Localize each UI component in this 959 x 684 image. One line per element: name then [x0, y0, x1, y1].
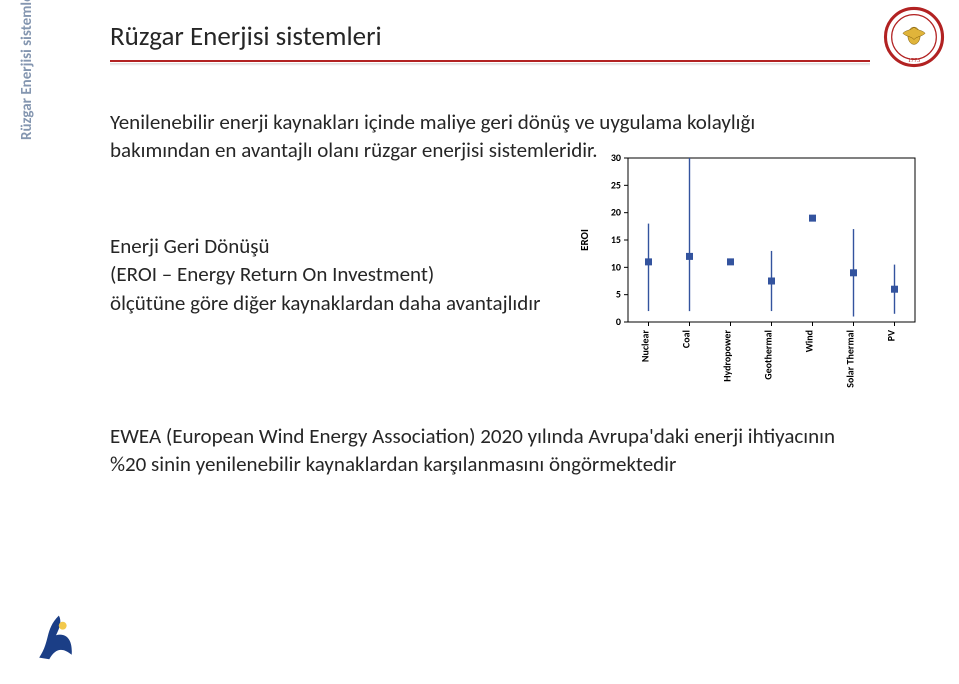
sidebar-title: Rüzgar Enerjisi sistemleri [18, 0, 36, 140]
svg-text:5: 5 [616, 288, 621, 301]
svg-text:Coal: Coal [680, 330, 693, 348]
svg-text:10: 10 [611, 260, 621, 273]
svg-text:25: 25 [611, 178, 621, 191]
title-underline-shadow [110, 63, 870, 66]
eroi-chart: 0 5 10 15 20 25 30 EROI Nuclear Coal Hydropower Geo… [570, 150, 925, 400]
svg-text:Hydropower: Hydropower [721, 330, 734, 382]
slide: 1773 Rüzgar Enerjisi sistemleri Rüzgar E… [0, 0, 959, 684]
institution-logo-icon [28, 610, 84, 666]
paragraph-3: EWEA (European Wind Energy Association) … [110, 422, 840, 479]
svg-text:EROI: EROI [578, 229, 591, 251]
university-logo-icon: 1773 [883, 6, 945, 68]
svg-text:30: 30 [611, 151, 621, 164]
svg-text:Nuclear: Nuclear [639, 330, 652, 363]
svg-text:PV: PV [885, 330, 898, 341]
paragraph-2: Enerji Geri Dönüşü (EROI – Energy Return… [110, 232, 550, 317]
title-underline [110, 60, 870, 62]
svg-text:15: 15 [611, 233, 621, 246]
svg-text:1773: 1773 [908, 57, 920, 64]
svg-text:20: 20 [611, 206, 621, 219]
page-title: Rüzgar Enerjisi sistemleri [110, 20, 382, 53]
svg-text:Solar Thermal: Solar Thermal [844, 330, 857, 388]
svg-text:Geothermal: Geothermal [762, 330, 775, 380]
svg-text:0: 0 [616, 315, 621, 328]
svg-text:Wind: Wind [803, 330, 816, 352]
